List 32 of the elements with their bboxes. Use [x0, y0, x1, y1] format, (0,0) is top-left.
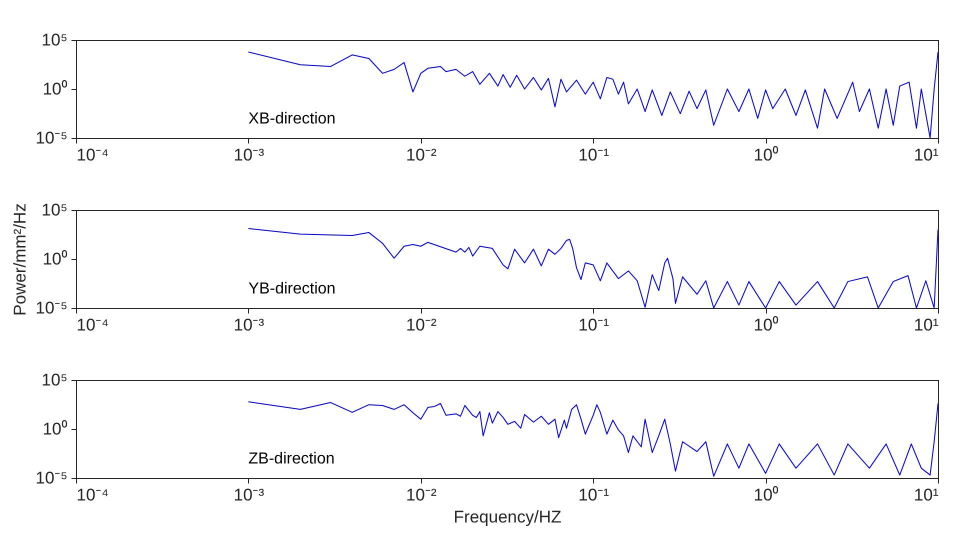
y-tick-label: 10⁻⁵	[36, 128, 68, 148]
x-tick-label: 10⁻¹	[578, 316, 610, 334]
x-tick-label: 10⁰	[754, 486, 779, 504]
annotation: XB-direction	[248, 110, 336, 128]
x-tick-label: 10⁻⁴	[76, 146, 109, 164]
x-tick-label: 10⁻⁴	[76, 316, 109, 334]
x-tick-label: 10⁻²	[406, 486, 437, 504]
annotation: ZB-direction	[248, 450, 335, 468]
x-tick-label: 10⁰	[754, 316, 779, 334]
y-axis-title: Power/mm²/Hz	[10, 203, 30, 316]
y-tick-label: 10⁵	[42, 370, 68, 390]
y-tick-label: 10⁻⁵	[36, 298, 68, 318]
x-tick-label: 10⁻¹	[578, 146, 610, 164]
x-tick-label: 10⁻⁴	[76, 486, 109, 504]
x-axis-title: Frequency/HZ	[454, 508, 562, 526]
y-tick-label: 10⁰	[42, 250, 68, 268]
y-tick-label: 10⁵	[42, 200, 68, 220]
y-tick-label: 10⁵	[42, 30, 68, 50]
x-tick-label: 10⁻³	[234, 316, 265, 334]
x-tick-label: 10⁻¹	[578, 486, 610, 504]
y-tick-label: 10⁰	[42, 80, 68, 98]
x-tick-label: 10¹	[914, 146, 939, 164]
x-tick-label: 10⁰	[754, 146, 779, 164]
x-tick-label: 10⁻³	[234, 486, 265, 504]
y-tick-label: 10⁰	[42, 420, 68, 438]
x-tick-label: 10⁻²	[406, 146, 437, 164]
x-tick-label: 10¹	[914, 486, 939, 504]
y-tick-label: 10⁻⁵	[36, 468, 68, 488]
annotation: YB-direction	[248, 280, 336, 298]
x-tick-label: 10⁻²	[406, 316, 437, 334]
x-tick-label: 10⁻³	[234, 146, 265, 164]
x-tick-label: 10¹	[914, 316, 939, 334]
